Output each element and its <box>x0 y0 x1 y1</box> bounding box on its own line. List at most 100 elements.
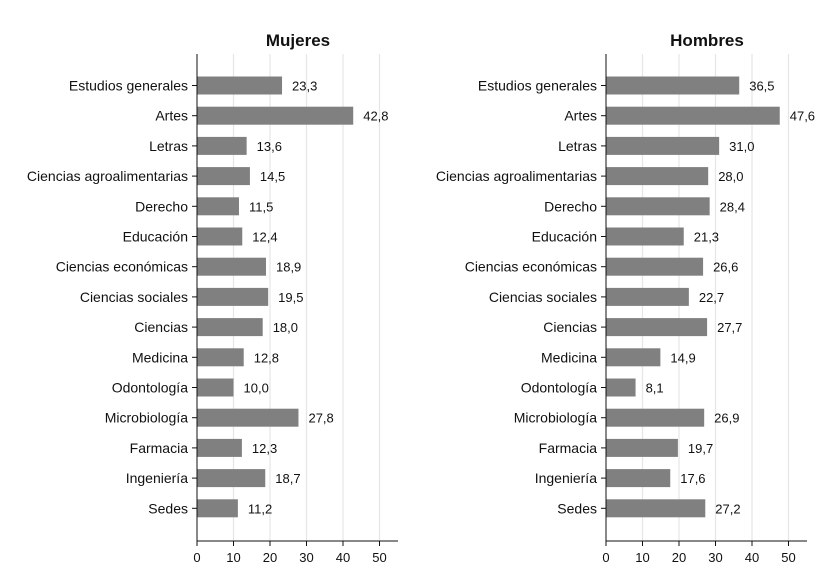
category-label: Educación <box>123 229 188 245</box>
value-label: 14,9 <box>670 350 695 365</box>
x-tick-label: 30 <box>299 550 313 565</box>
value-label: 27,7 <box>717 320 742 335</box>
value-label: 26,9 <box>714 411 739 426</box>
bar-mujeres <box>197 197 239 216</box>
category-label: Estudios generales <box>69 78 188 94</box>
category-label: Ciencias agroalimentarias <box>27 168 188 184</box>
bar-mujeres <box>197 499 238 518</box>
value-label: 36,5 <box>749 79 774 94</box>
value-label: 11,5 <box>249 199 273 214</box>
category-label: Artes <box>155 108 188 124</box>
value-label: 8,1 <box>646 381 664 396</box>
value-label: 26,6 <box>713 260 738 275</box>
bar-hombres <box>606 287 689 306</box>
category-label: Medicina <box>541 349 597 365</box>
x-tick-label: 0 <box>193 550 200 565</box>
value-label: 42,8 <box>363 109 388 124</box>
bar-hombres <box>606 499 706 518</box>
value-label: 18,0 <box>273 320 298 335</box>
panel-mujeres: Mujeres 0 10 20 30 40 50 Estudios generales 23,… <box>27 31 398 565</box>
value-label: 18,7 <box>275 471 300 486</box>
bar-hombres <box>606 167 709 186</box>
x-tick-label: 50 <box>781 550 795 565</box>
value-label: 23,3 <box>292 79 317 94</box>
bar-hombres <box>606 318 708 337</box>
category-label: Derecho <box>135 198 188 214</box>
value-label: 28,0 <box>718 169 743 184</box>
value-label: 47,6 <box>790 109 815 124</box>
bar-mujeres <box>197 287 269 306</box>
panel-title-hombres: Hombres <box>670 31 744 50</box>
panel-hombres: Hombres 0 10 20 30 40 50 Estudios generales 36,… <box>436 31 815 565</box>
value-label: 19,7 <box>688 441 713 456</box>
bar-mujeres <box>197 136 247 155</box>
value-label: 12,8 <box>254 350 279 365</box>
category-label: Ciencias <box>134 319 188 335</box>
value-label: 19,5 <box>278 290 303 305</box>
category-label: Ciencias sociales <box>489 289 597 305</box>
bar-mujeres <box>197 408 299 427</box>
bar-mujeres <box>197 106 354 125</box>
value-label: 18,9 <box>276 260 301 275</box>
category-label: Letras <box>149 138 188 154</box>
x-tick-label: 40 <box>745 550 759 565</box>
category-label: Ciencias sociales <box>80 289 188 305</box>
category-label: Farmacia <box>130 440 189 456</box>
bar-hombres <box>606 106 780 125</box>
value-label: 27,8 <box>308 411 333 426</box>
category-label: Educación <box>532 229 597 245</box>
category-label: Medicina <box>132 349 188 365</box>
bar-mujeres <box>197 469 266 488</box>
bar-hombres <box>606 348 661 367</box>
value-label: 12,4 <box>252 230 277 245</box>
value-label: 27,2 <box>715 501 740 516</box>
value-label: 22,7 <box>699 290 724 305</box>
bar-hombres <box>606 197 710 216</box>
category-label: Farmacia <box>539 440 598 456</box>
value-label: 31,0 <box>729 139 754 154</box>
bar-hombres <box>606 136 720 155</box>
x-tick-label: 10 <box>226 550 240 565</box>
panel-title-mujeres: Mujeres <box>266 31 330 50</box>
bar-hombres <box>606 408 705 427</box>
bar-hombres <box>606 227 684 246</box>
value-label: 21,3 <box>694 230 719 245</box>
bar-mujeres <box>197 378 234 397</box>
category-label: Ingeniería <box>535 470 597 486</box>
category-label: Ciencias <box>543 319 597 335</box>
bar-mujeres <box>197 318 263 337</box>
category-label: Letras <box>558 138 597 154</box>
bar-mujeres <box>197 167 250 186</box>
bar-hombres <box>606 438 678 457</box>
category-label: Ciencias económicas <box>56 259 188 275</box>
category-label: Microbiología <box>105 410 188 426</box>
value-label: 11,2 <box>248 501 272 516</box>
category-label: Ingeniería <box>126 470 188 486</box>
x-tick-label: 20 <box>263 550 277 565</box>
bar-mujeres <box>197 227 243 246</box>
value-label: 14,5 <box>260 169 285 184</box>
value-label: 10,0 <box>244 381 269 396</box>
bar-hombres <box>606 469 671 488</box>
x-tick-label: 10 <box>635 550 649 565</box>
bar-mujeres <box>197 348 244 367</box>
bar-hombres <box>606 76 740 95</box>
category-label: Odontología <box>112 380 188 396</box>
category-label: Ciencias económicas <box>465 259 597 275</box>
x-tick-label: 40 <box>336 550 350 565</box>
x-tick-label: 0 <box>602 550 609 565</box>
bar-mujeres <box>197 76 283 95</box>
category-label: Derecho <box>544 198 597 214</box>
value-label: 12,3 <box>252 441 277 456</box>
category-label: Artes <box>564 108 597 124</box>
value-label: 13,6 <box>257 139 282 154</box>
bar-mujeres <box>197 438 242 457</box>
x-tick-label: 50 <box>372 550 386 565</box>
x-tick-label: 20 <box>672 550 686 565</box>
value-label: 28,4 <box>720 199 745 214</box>
category-label: Sedes <box>557 500 597 516</box>
category-label: Odontología <box>521 380 597 396</box>
bar-hombres <box>606 257 704 276</box>
x-tick-label: 30 <box>708 550 722 565</box>
